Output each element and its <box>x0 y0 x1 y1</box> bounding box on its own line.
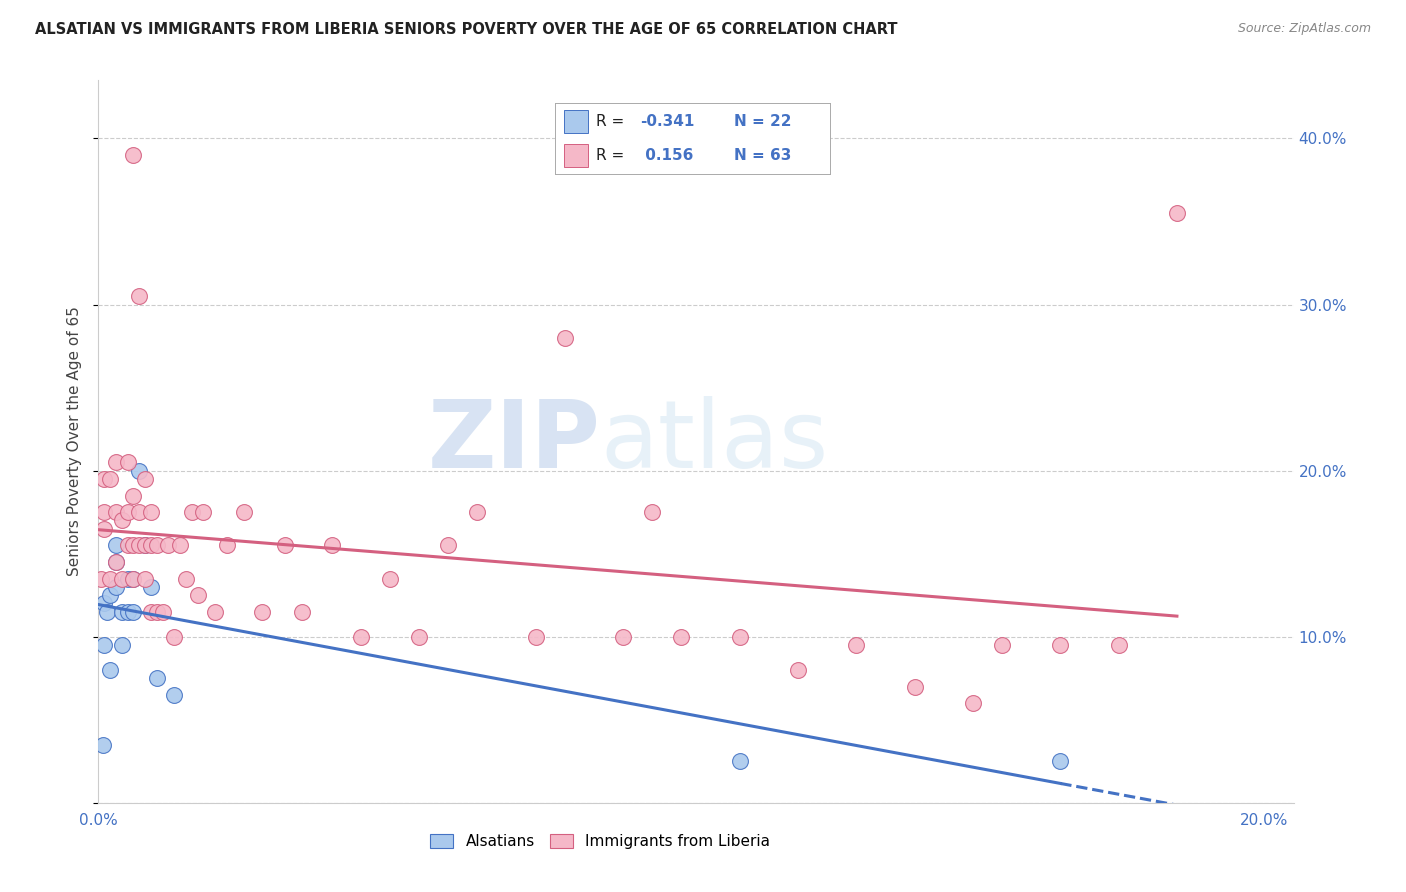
Point <box>180 505 202 519</box>
Point <box>111 605 134 619</box>
Point <box>233 505 256 519</box>
Point <box>524 630 547 644</box>
Point <box>193 505 215 519</box>
Point <box>554 331 576 345</box>
Text: atlas: atlas <box>600 395 828 488</box>
Point <box>98 472 121 486</box>
Point <box>104 555 127 569</box>
Point <box>122 148 145 162</box>
Point <box>437 538 460 552</box>
Point <box>671 630 693 644</box>
Point <box>98 572 121 586</box>
Point <box>104 455 127 469</box>
Point <box>1049 638 1071 652</box>
Point <box>96 605 118 619</box>
Text: Source: ZipAtlas.com: Source: ZipAtlas.com <box>1237 22 1371 36</box>
Point <box>321 538 343 552</box>
Point <box>163 630 186 644</box>
Point <box>145 671 167 685</box>
Point <box>250 605 273 619</box>
Point <box>104 505 127 519</box>
Point <box>1108 638 1130 652</box>
Point <box>174 572 197 586</box>
Point <box>128 289 150 303</box>
Point <box>111 513 134 527</box>
Point <box>1049 754 1071 768</box>
Point <box>903 680 925 694</box>
Point <box>104 580 127 594</box>
Text: -0.341: -0.341 <box>640 114 695 129</box>
Point <box>93 472 115 486</box>
Point <box>134 538 156 552</box>
Point <box>104 555 127 569</box>
Point <box>152 605 174 619</box>
Point <box>962 696 984 710</box>
Point <box>291 605 314 619</box>
Point <box>98 588 121 602</box>
Point <box>122 489 145 503</box>
Point <box>117 455 139 469</box>
Point <box>117 538 139 552</box>
Point <box>90 572 112 586</box>
Point <box>128 538 150 552</box>
Y-axis label: Seniors Poverty Over the Age of 65: Seniors Poverty Over the Age of 65 <box>67 307 83 576</box>
Point <box>186 588 208 602</box>
Point <box>139 605 162 619</box>
Point <box>378 572 401 586</box>
Point <box>991 638 1014 652</box>
Point <box>117 505 139 519</box>
Point <box>215 538 238 552</box>
Text: ZIP: ZIP <box>427 395 600 488</box>
Text: 0.156: 0.156 <box>640 148 693 163</box>
Point <box>122 572 145 586</box>
Point <box>98 663 121 677</box>
Point <box>93 638 115 652</box>
Point <box>845 638 868 652</box>
Text: N = 63: N = 63 <box>734 148 792 163</box>
Point <box>139 538 162 552</box>
Point <box>728 630 751 644</box>
Point <box>728 754 751 768</box>
Legend: Alsatians, Immigrants from Liberia: Alsatians, Immigrants from Liberia <box>430 834 770 849</box>
Point <box>408 630 430 644</box>
Point <box>134 472 156 486</box>
Point <box>128 464 150 478</box>
Text: R =: R = <box>596 114 630 129</box>
Text: ALSATIAN VS IMMIGRANTS FROM LIBERIA SENIORS POVERTY OVER THE AGE OF 65 CORRELATI: ALSATIAN VS IMMIGRANTS FROM LIBERIA SENI… <box>35 22 897 37</box>
Point <box>93 505 115 519</box>
Point <box>134 572 156 586</box>
Point <box>111 572 134 586</box>
Point <box>274 538 297 552</box>
Point <box>350 630 373 644</box>
Point <box>128 505 150 519</box>
Point <box>117 572 139 586</box>
Point <box>139 580 162 594</box>
Point <box>467 505 489 519</box>
Point <box>122 572 145 586</box>
Text: R =: R = <box>596 148 630 163</box>
Point <box>787 663 810 677</box>
Point <box>117 605 139 619</box>
Point <box>139 505 162 519</box>
Point <box>1166 206 1188 220</box>
Point <box>612 630 634 644</box>
Point <box>641 505 664 519</box>
Point <box>134 538 156 552</box>
Point <box>122 605 145 619</box>
Point <box>93 522 115 536</box>
Bar <box>564 111 588 133</box>
Point <box>122 538 145 552</box>
Point <box>93 597 115 611</box>
Point <box>145 605 167 619</box>
Point <box>157 538 180 552</box>
Point <box>204 605 226 619</box>
Point <box>145 538 167 552</box>
Point <box>163 688 186 702</box>
Point <box>169 538 191 552</box>
Point <box>91 738 114 752</box>
Point <box>104 538 127 552</box>
Point <box>111 638 134 652</box>
Text: N = 22: N = 22 <box>734 114 792 129</box>
Bar <box>564 144 588 167</box>
